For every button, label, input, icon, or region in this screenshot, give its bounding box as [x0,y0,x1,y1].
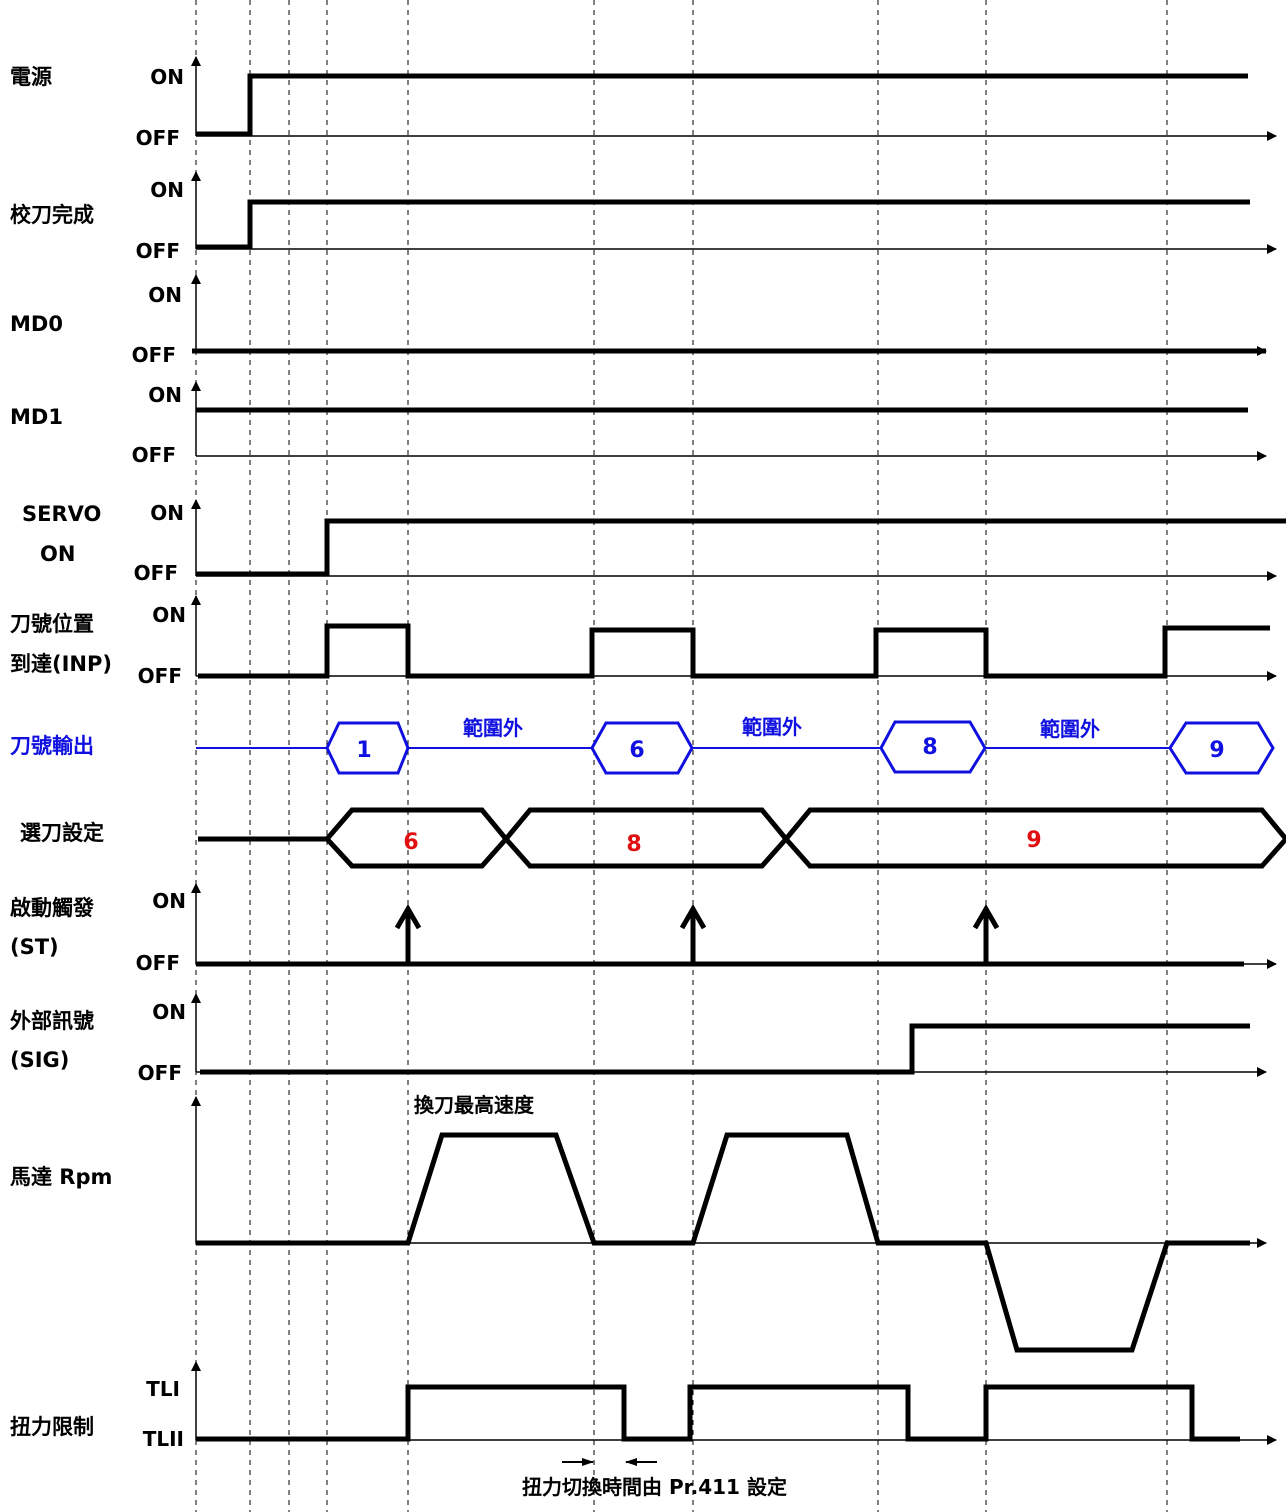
tool-select-value: 8 [626,832,641,857]
level-on: ON [150,178,184,202]
wave-inp [198,623,1270,679]
label-tool-output: 刀號輸出 [10,734,94,758]
label-start-2: (ST) [10,935,59,959]
tool-output-values: 1 6 8 9 [356,735,1224,763]
tool-select-value: 9 [1026,828,1041,853]
tool-output-bus [196,720,1275,775]
signal-labels: 電源 校刀完成 MD0 MD1 SERVO ON 刀號位置 到達(INP) 刀號… [10,65,112,1439]
level-on: ON [150,501,184,525]
level-on: ON [148,283,182,307]
tool-output-value: 8 [922,735,937,760]
level-off: OFF [132,343,176,367]
time-guides [195,0,1168,1512]
wave-torque-limit [196,1384,1240,1442]
level-labels: ON OFF ON OFF ON OFF ON OFF ON OFF ON OF… [132,65,186,1451]
out-of-range-label: 範圍外 [1040,717,1100,741]
wave-servo-on [196,518,1286,577]
tool-select-segment [782,807,1286,869]
level-off: OFF [138,1061,182,1085]
start-trigger-arrow-head [394,904,422,930]
label-sig-2: (SIG) [10,1048,69,1072]
wave-motor-rpm [196,1132,1250,1353]
label-md0: MD0 [10,312,63,336]
label-torque-limit: 扭力限制 [10,1415,94,1439]
label-md1: MD1 [10,405,63,429]
label-calibration-done: 校刀完成 [10,203,94,227]
out-of-range-label: 範圍外 [463,716,523,740]
level-on: ON [148,383,182,407]
torque-switch-annotation: 扭力切換時間由 Pr.411 設定 [522,1475,787,1499]
level-off: OFF [136,239,180,263]
tool-output-segment [1168,721,1275,775]
out-of-range-label: 範圍外 [742,715,802,739]
wave-calibration-done [196,199,1250,250]
label-sig-1: 外部訊號 [10,1009,94,1033]
level-off: OFF [132,443,176,467]
level-on: ON [150,65,184,89]
wave-power [196,73,1248,137]
level-off: OFF [134,561,178,585]
level-on: ON [152,603,186,627]
tool-output-value: 9 [1209,738,1224,763]
tool-select-value: 6 [403,830,418,855]
label-start-1: 啟動觸發 [10,896,94,920]
label-servo-on-2: ON [40,542,75,566]
tool-select-values: 6 8 9 [403,828,1041,857]
level-tl1: TLI [146,1377,180,1401]
level-tl2: TLII [143,1427,184,1451]
label-power: 電源 [10,65,52,89]
label-inp-1: 刀號位置 [10,612,94,636]
label-servo-on-1: SERVO [22,502,101,526]
start-trigger-arrow-head [679,904,707,930]
level-off: OFF [136,951,180,975]
tool-output-value: 1 [356,738,371,763]
tool-select-segment [502,807,790,869]
level-on: ON [152,1000,186,1024]
tool-select-bus [198,807,1286,869]
tool-output-value: 6 [629,738,644,763]
level-off: OFF [138,664,182,688]
label-motor-rpm: 馬達 Rpm [10,1165,112,1189]
level-on: ON [152,889,186,913]
start-trigger-arrow-head [972,904,1000,930]
label-tool-select: 選刀設定 [20,821,104,845]
level-off: OFF [136,126,180,150]
out-of-range-labels: 範圍外 範圍外 範圍外 [463,715,1100,741]
wave-sig [200,1023,1250,1075]
waveforms [192,73,1286,1442]
max-speed-annotation: 換刀最高速度 [414,1093,535,1117]
label-inp-2: 到達(INP) [10,652,112,676]
